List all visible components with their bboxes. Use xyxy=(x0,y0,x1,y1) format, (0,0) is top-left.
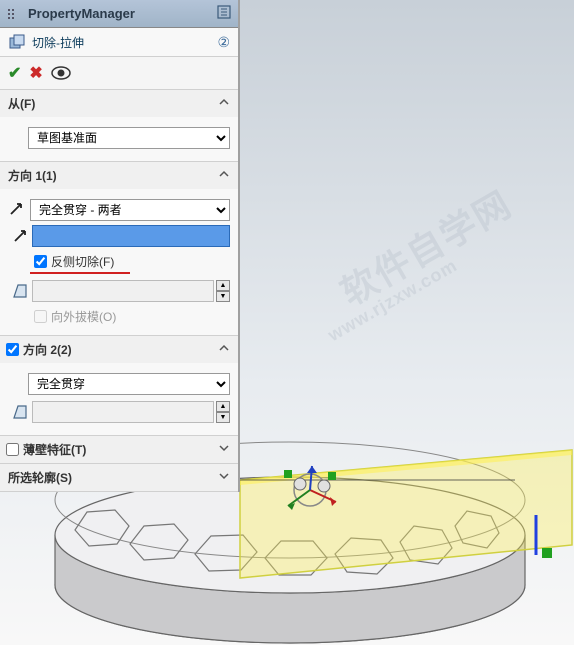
feature-name-label: 切除-拉伸 xyxy=(32,34,217,51)
direction2-label: 方向 2(2) xyxy=(23,341,218,358)
cut-extrude-icon xyxy=(8,33,26,51)
annotation-underline xyxy=(30,272,130,274)
thin-feature-checkbox[interactable] xyxy=(6,443,19,456)
flip-side-checkbox[interactable] xyxy=(34,255,47,268)
detailed-preview-icon[interactable] xyxy=(51,65,71,81)
pin-icon[interactable] xyxy=(216,4,232,23)
from-section-label: 从(F) xyxy=(8,95,218,112)
panel-title: PropertyManager xyxy=(28,6,216,21)
dir1-draft-input xyxy=(32,280,214,302)
draft-icon[interactable] xyxy=(8,281,32,301)
panel-grip-icon xyxy=(6,6,22,22)
dir1-direction-vector-row xyxy=(8,225,230,247)
dir2-draft-row: ▲ ▼ xyxy=(8,401,230,423)
from-section: 从(F) 草图基准面 xyxy=(0,90,238,162)
stepper-up[interactable]: ▲ xyxy=(216,280,230,291)
draft-outward-label: 向外拔模(O) xyxy=(51,308,116,325)
thin-feature-section: 薄壁特征(T) xyxy=(0,436,238,464)
thin-feature-header[interactable]: 薄壁特征(T) xyxy=(0,436,238,463)
dir2-end-condition-dropdown[interactable]: 完全贯穿 xyxy=(28,373,230,395)
selected-contours-header[interactable]: 所选轮廓(S) xyxy=(0,464,238,491)
stepper-down[interactable]: ▼ xyxy=(216,291,230,302)
dir1-direction-vector-input[interactable] xyxy=(32,225,230,247)
reverse-direction-icon[interactable] xyxy=(8,201,26,219)
from-dropdown[interactable]: 草图基准面 xyxy=(28,127,230,149)
dir1-end-condition-row: 完全贯穿 - 两者 xyxy=(8,199,230,221)
draft-outward-row: 向外拔模(O) xyxy=(34,308,230,325)
dir2-end-condition-row: 完全贯穿 xyxy=(28,373,230,395)
action-buttons-row: ✔ ✖ xyxy=(0,57,238,90)
direction1-header[interactable]: 方向 1(1) xyxy=(0,162,238,189)
help-icon[interactable]: ② xyxy=(217,34,230,51)
collapse-icon[interactable] xyxy=(218,168,230,183)
stepper-up[interactable]: ▲ xyxy=(216,401,230,412)
panel-title-bar: PropertyManager xyxy=(0,0,238,28)
selected-contours-section: 所选轮廓(S) xyxy=(0,464,238,492)
dir2-draft-stepper: ▲ ▼ xyxy=(216,401,230,423)
stepper-down[interactable]: ▼ xyxy=(216,412,230,423)
expand-icon[interactable] xyxy=(218,470,230,485)
expand-icon[interactable] xyxy=(218,442,230,457)
dir2-draft-input xyxy=(32,401,214,423)
draft-icon[interactable] xyxy=(8,402,32,422)
property-manager-panel: PropertyManager 切除-拉伸 ② ✔ ✖ 从(F) 草图基准面 xyxy=(0,0,240,492)
direction1-section: 方向 1(1) 完全贯穿 - 两者 xyxy=(0,162,238,336)
ok-button[interactable]: ✔ xyxy=(8,63,21,83)
thin-feature-label: 薄壁特征(T) xyxy=(23,441,218,458)
draft-outward-checkbox xyxy=(34,310,47,323)
collapse-icon[interactable] xyxy=(218,96,230,111)
dir1-draft-row: ▲ ▼ xyxy=(8,280,230,302)
from-dropdown-row: 草图基准面 xyxy=(28,127,230,149)
dir1-draft-stepper: ▲ ▼ xyxy=(216,280,230,302)
direction2-section: 方向 2(2) 完全贯穿 ▲ ▼ xyxy=(0,336,238,436)
dir1-end-condition-dropdown[interactable]: 完全贯穿 - 两者 xyxy=(30,199,230,221)
direction1-label: 方向 1(1) xyxy=(8,167,218,184)
selected-contours-label: 所选轮廓(S) xyxy=(8,469,218,486)
cancel-button[interactable]: ✖ xyxy=(29,63,42,83)
from-section-header[interactable]: 从(F) xyxy=(0,90,238,117)
collapse-icon[interactable] xyxy=(218,342,230,357)
feature-name-row: 切除-拉伸 ② xyxy=(0,28,238,57)
flip-side-row: 反侧切除(F) xyxy=(34,253,230,270)
direction-vector-icon[interactable] xyxy=(8,228,32,244)
flip-side-label: 反侧切除(F) xyxy=(51,253,114,270)
direction2-header[interactable]: 方向 2(2) xyxy=(0,336,238,363)
direction2-enable-checkbox[interactable] xyxy=(6,343,19,356)
